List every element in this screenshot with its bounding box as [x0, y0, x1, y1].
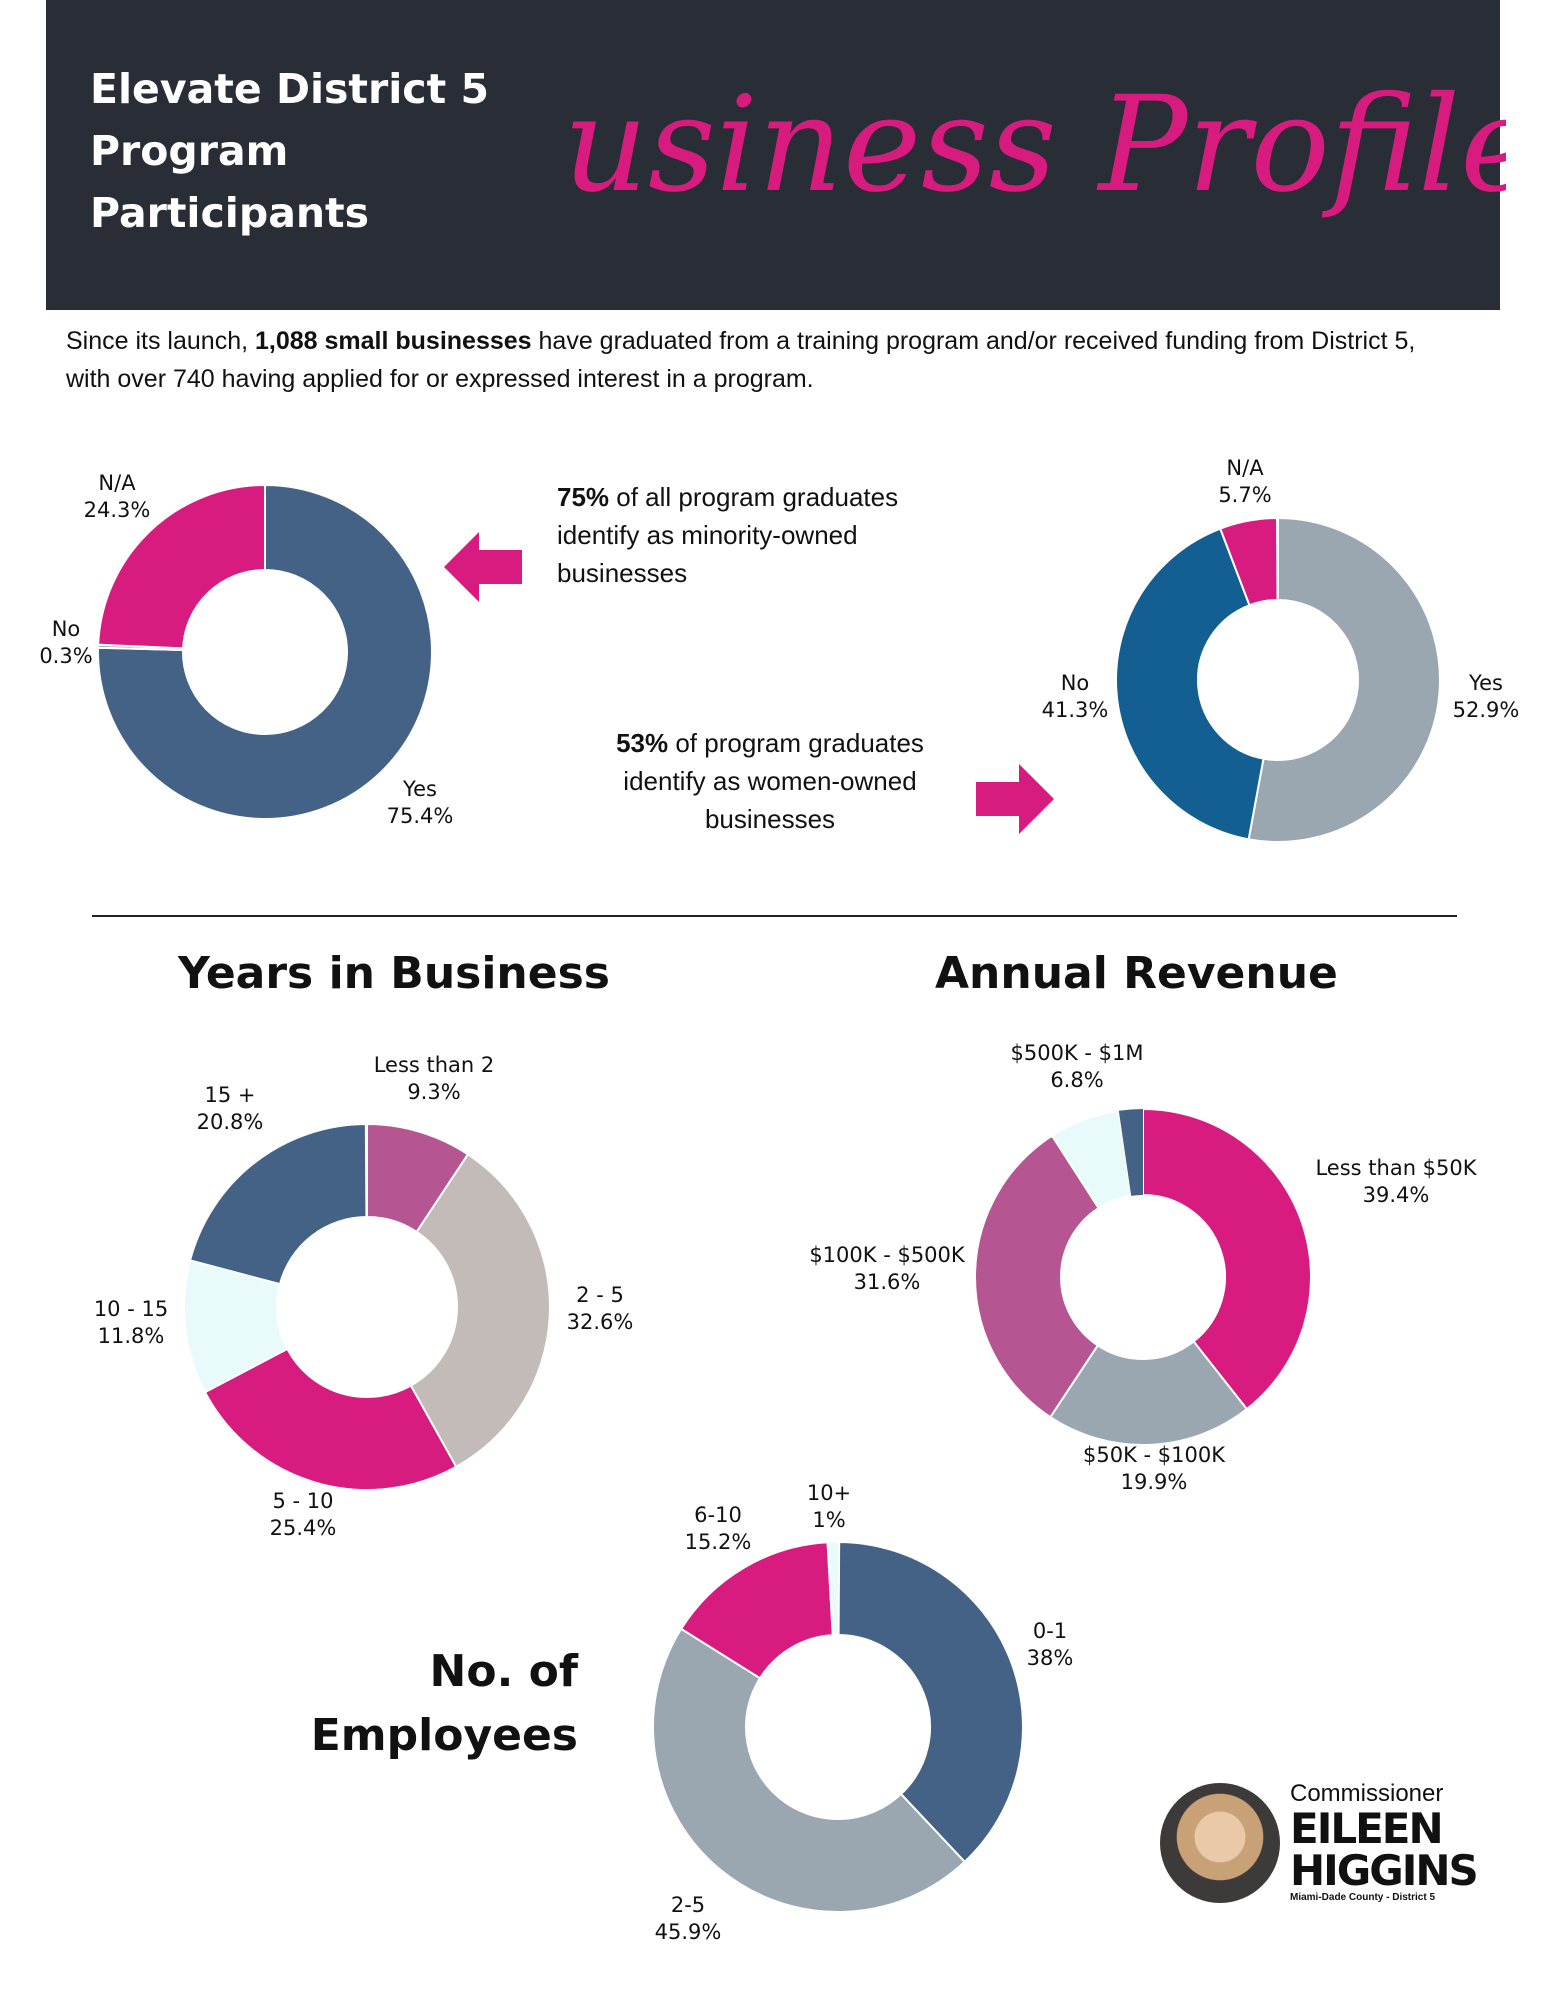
header-title-line2: Program [90, 127, 289, 175]
minority-label-2-category: N/A [98, 471, 136, 495]
employees-label-2-category: 6-10 [694, 1503, 742, 1527]
years-title: Years in Business [178, 948, 610, 999]
employees-slice-3 [826, 1540, 841, 1637]
years-label-2-category: 5 - 10 [272, 1489, 333, 1513]
employees-label-0-value: 38% [1027, 1646, 1074, 1670]
revenue-label-1-category: $50K - $100K [1083, 1443, 1226, 1467]
logo-name-last: HIGGINS [1290, 1846, 1479, 1895]
women-label-2-category: N/A [1226, 456, 1264, 480]
revenue-label-2-value: 31.6% [854, 1270, 921, 1294]
avatar [1160, 1783, 1280, 1903]
minority-callout-text: of all program graduates identify as min… [557, 482, 899, 588]
revenue-slice-0 [1142, 1107, 1312, 1411]
minority-callout-bold: 75% [557, 482, 610, 512]
revenue-label-3-category: $500K - $1M [1011, 1041, 1144, 1065]
commissioner-logo: Commissioner EILEEN HIGGINS Miami-Dade C… [1160, 1780, 1479, 1910]
revenue-label-2-category: $100K - $500K [809, 1243, 966, 1267]
chart-employees: 0-1 38% 2-5 45.9% 6-10 15.2% 10+ 1% [652, 1481, 1074, 1944]
employees-label-3-category: 10+ [807, 1481, 851, 1505]
header-title-line3: Participants [90, 189, 370, 237]
intro-bold: 1,088 small businesses [255, 327, 532, 355]
minority-label-0-value: 75.4% [387, 804, 454, 828]
women-label-1-value: 41.3% [1042, 698, 1109, 722]
women-label-0-category: Yes [1468, 671, 1503, 695]
minority-callout: 75% of all program graduates identify as… [557, 478, 937, 592]
header-title: Elevate District 5 Program Participants [90, 58, 550, 244]
women-callout-bold: 53% [616, 728, 669, 758]
revenue-slice-3 [1050, 1109, 1133, 1210]
years-label-0-value: 9.3% [407, 1080, 460, 1104]
header-banner: Elevate District 5 Program Participants … [46, 0, 1506, 310]
revenue-label-1-value: 19.9% [1121, 1470, 1188, 1494]
revenue-label-0-value: 39.4% [1363, 1183, 1430, 1207]
minority-label-2-value: 24.3% [84, 498, 151, 522]
revenue-slice-1 [1048, 1340, 1249, 1446]
employees-label-0-category: 0-1 [1033, 1619, 1067, 1643]
intro-suffix: have graduated from a training program a… [66, 327, 1416, 393]
header-title-line1: Elevate District 5 [90, 65, 490, 113]
logo-footer: Miami-Dade County - District 5 [1290, 1892, 1436, 1903]
minority-slice-2 [97, 483, 266, 650]
women-callout: 53% of program graduates identify as wom… [600, 724, 940, 838]
logo-commissioner: Commissioner [1290, 1780, 1444, 1807]
employees-title-line2: Employees [310, 1710, 578, 1761]
women-callout-text: of program graduates identify as women-o… [623, 728, 924, 834]
intro-paragraph: Since its launch, 1,088 small businesses… [66, 322, 1466, 398]
employees-label-1-category: 2-5 [671, 1893, 705, 1917]
chart-years: Less than 2 9.3% 2 - 5 32.6% 5 - 10 25.4% 10 -… [94, 1053, 634, 1540]
years-label-4-category: 15 + [205, 1083, 256, 1107]
revenue-label-3-value: 6.8% [1050, 1068, 1103, 1092]
section-divider [92, 915, 1457, 917]
employees-label-1-value: 45.9% [655, 1920, 722, 1944]
arrow-right-icon [976, 764, 1054, 834]
header-script-title: Business Profiles [566, 68, 1506, 222]
revenue-slice-residual [1118, 1109, 1143, 1196]
years-label-2-value: 25.4% [270, 1516, 337, 1540]
logo-name-first: EILEEN [1290, 1804, 1444, 1853]
women-label-2-value: 5.7% [1218, 483, 1271, 507]
revenue-label-0-category: Less than $50K [1315, 1156, 1477, 1180]
minority-label-0-category: Yes [402, 777, 437, 801]
arrow-left-icon [444, 532, 522, 602]
minority-label-1-category: No [52, 617, 81, 641]
women-label-1-category: No [1061, 671, 1090, 695]
chart-women: Yes 52.9% No 41.3% N/A 5.7% [1042, 456, 1520, 843]
chart-revenue: Less than $50K 39.4% $50K - $100K 19.9% $100… [809, 1041, 1477, 1494]
employees-slice-1 [652, 1627, 967, 1913]
revenue-slice-2 [974, 1134, 1101, 1419]
years-label-1-value: 32.6% [567, 1310, 634, 1334]
women-slice-0 [1247, 516, 1441, 843]
years-label-3-value: 11.8% [98, 1324, 165, 1348]
chart-minority: Yes 75.4% No 0.3% N/A 24.3% [39, 471, 454, 828]
employees-title: No. of Employees [308, 1640, 578, 1768]
employees-label-2-value: 15.2% [685, 1530, 752, 1554]
minority-label-1-value: 0.3% [39, 644, 92, 668]
years-slice-1 [409, 1152, 551, 1469]
years-label-1-category: 2 - 5 [576, 1283, 624, 1307]
women-label-0-value: 52.9% [1453, 698, 1520, 722]
employees-slice-0 [837, 1540, 1024, 1864]
revenue-title: Annual Revenue [935, 948, 1338, 999]
minority-slice-0 [97, 483, 433, 820]
employees-slice-2 [679, 1541, 834, 1680]
intro-prefix: Since its launch, [66, 327, 255, 355]
years-slice-4 [188, 1122, 368, 1286]
years-slice-2 [203, 1347, 458, 1491]
women-slice-1 [1115, 527, 1265, 841]
years-label-4-value: 20.8% [197, 1110, 264, 1134]
employees-label-3-value: 1% [812, 1508, 845, 1532]
years-label-3-category: 10 - 15 [94, 1297, 168, 1321]
header-script-text: Business Profiles [566, 68, 1506, 222]
women-slice-2 [1218, 516, 1279, 607]
employees-title-line1: No. of [429, 1646, 578, 1697]
years-label-0-category: Less than 2 [374, 1053, 495, 1077]
